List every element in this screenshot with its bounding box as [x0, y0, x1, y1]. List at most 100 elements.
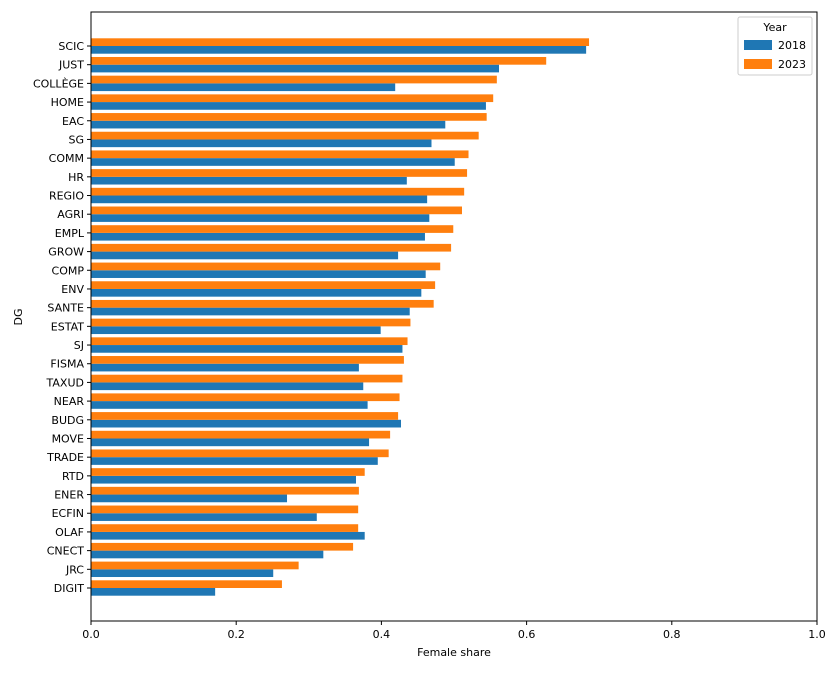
- x-tick-label: 0.4: [373, 628, 391, 641]
- y-tick-label: SANTE: [47, 302, 84, 315]
- bar-2018-regio: [91, 195, 428, 204]
- bar-2023-sj: [91, 337, 408, 346]
- x-tick-label: 0.0: [82, 628, 100, 641]
- bar-2018-grow: [91, 251, 399, 260]
- bar-2023-digit: [91, 580, 282, 588]
- bar-2023-eac: [91, 113, 487, 121]
- y-tick-label: NEAR: [54, 395, 85, 408]
- x-tick-label: 1.0: [808, 628, 826, 641]
- bar-2023-empl: [91, 225, 454, 233]
- y-tick-label: EMPL: [55, 227, 85, 240]
- bar-2023-collège: [91, 75, 497, 84]
- bar-2018-hr: [91, 176, 407, 185]
- y-tick-label: COMP: [52, 264, 85, 277]
- y-tick-label: SCIC: [58, 40, 84, 53]
- bar-2018-ecfin: [91, 513, 317, 521]
- y-tick-label: TAXUD: [46, 376, 84, 389]
- bar-2023-home: [91, 94, 494, 103]
- bar-2018-jrc: [91, 569, 274, 578]
- y-tick-label: JRC: [65, 563, 84, 576]
- bar-2023-scic: [91, 38, 590, 46]
- bar-2018-trade: [91, 457, 378, 465]
- bar-2018-collège: [91, 83, 396, 92]
- bar-2023-move: [91, 430, 391, 439]
- bar-2018-eac: [91, 120, 446, 129]
- bar-2023-fisma: [91, 356, 404, 364]
- bar-2018-ener: [91, 494, 288, 503]
- bar-2023-rtd: [91, 468, 365, 476]
- bar-2023-regio: [91, 187, 465, 196]
- bar-2018-home: [91, 102, 486, 110]
- bar-2018-just: [91, 64, 500, 73]
- legend-title: Year: [762, 21, 787, 34]
- bar-2023-comp: [91, 262, 441, 271]
- y-tick-label: ECFIN: [52, 507, 84, 520]
- bar-2023-jrc: [91, 561, 299, 570]
- bar-2018-fisma: [91, 363, 359, 372]
- bar-2018-cnect: [91, 550, 324, 559]
- legend-label-2023: 2023: [778, 58, 806, 71]
- bar-2023-ener: [91, 486, 359, 495]
- x-axis-label: Female share: [417, 646, 491, 659]
- bar-2023-comm: [91, 150, 469, 159]
- bar-2023-env: [91, 281, 436, 289]
- axes-frame: [90, 11, 818, 622]
- x-tick-label: 0.6: [518, 628, 536, 641]
- y-tick-label: COLLÈGE: [33, 77, 84, 90]
- bar-2023-trade: [91, 449, 389, 458]
- bar-2023-near: [91, 393, 400, 402]
- bar-2018-taxud: [91, 382, 364, 391]
- bar-2018-near: [91, 401, 368, 409]
- bar-2018-sj: [91, 345, 403, 353]
- y-tick-label: ESTAT: [51, 320, 84, 333]
- bar-2018-comp: [91, 270, 426, 278]
- bar-2018-comm: [91, 158, 455, 166]
- bar-2023-grow: [91, 243, 452, 252]
- y-tick-label: BUDG: [51, 414, 84, 427]
- legend-swatch-2018: [744, 40, 772, 50]
- bar-2023-estat: [91, 318, 411, 327]
- bar-2023-sg: [91, 131, 479, 140]
- bar-2018-olaf: [91, 531, 365, 540]
- legend-label-2018: 2018: [778, 39, 806, 52]
- y-tick-label: COMM: [49, 152, 84, 165]
- y-tick-label: ENV: [61, 283, 84, 296]
- y-tick-label: REGIO: [49, 190, 84, 203]
- x-tick-label: 0.2: [227, 628, 245, 641]
- bar-2023-ecfin: [91, 505, 359, 514]
- bar-2023-just: [91, 56, 547, 65]
- bar-2018-digit: [91, 588, 216, 596]
- y-tick-label: HOME: [51, 96, 84, 109]
- bar-2018-move: [91, 438, 370, 447]
- y-tick-label: ENER: [54, 489, 84, 502]
- y-tick-label: OLAF: [55, 526, 84, 539]
- y-tick-label: AGRI: [57, 208, 84, 221]
- y-axis-label: DG: [12, 309, 25, 326]
- bar-2018-scic: [91, 46, 587, 54]
- y-tick-label: HR: [68, 171, 84, 184]
- y-tick-label: RTD: [62, 470, 84, 483]
- y-tick-label: DIGIT: [54, 582, 84, 595]
- y-tick-label: EAC: [62, 115, 84, 128]
- bar-2018-env: [91, 288, 422, 297]
- bar-2018-sante: [91, 307, 410, 316]
- y-tick-label: CNECT: [47, 545, 85, 558]
- bar-2023-olaf: [91, 524, 359, 532]
- bar-2023-taxud: [91, 374, 403, 383]
- y-tick-label: FISMA: [50, 358, 84, 371]
- bar-2023-sante: [91, 299, 434, 308]
- bar-2018-estat: [91, 326, 381, 335]
- y-tick-label: GROW: [48, 246, 84, 259]
- bar-2018-empl: [91, 232, 425, 241]
- bar-2018-agri: [91, 214, 430, 222]
- bar-2018-budg: [91, 419, 402, 428]
- bar-2023-budg: [91, 412, 399, 420]
- y-tick-label: SG: [68, 133, 84, 146]
- bar-2018-rtd: [91, 475, 356, 484]
- y-tick-label: SJ: [74, 339, 84, 352]
- y-tick-label: MOVE: [52, 432, 84, 445]
- bar-2023-cnect: [91, 542, 354, 551]
- legend-swatch-2023: [744, 59, 772, 69]
